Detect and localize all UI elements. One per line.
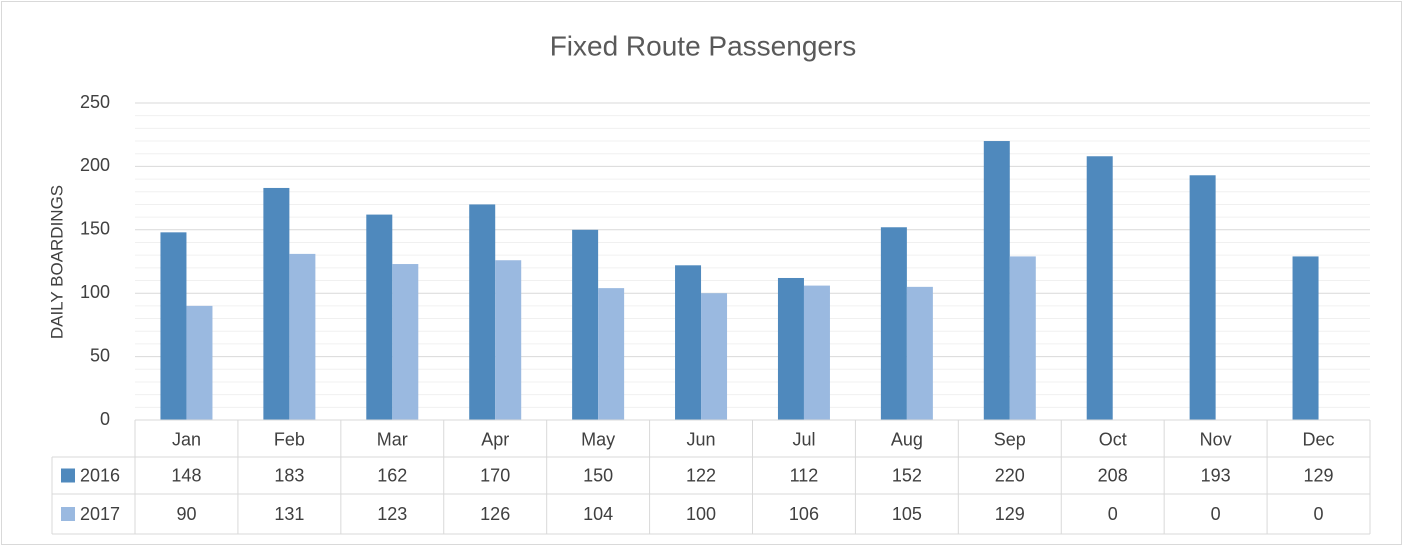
table-value: 112	[790, 465, 819, 485]
bar	[160, 232, 187, 420]
bar	[495, 260, 522, 420]
y-tick-label: 200	[80, 155, 110, 175]
bar	[263, 187, 290, 420]
bar	[598, 288, 625, 420]
x-tick-label: Nov	[1200, 429, 1232, 449]
table-value: 0	[1211, 504, 1221, 524]
table-value: 100	[686, 504, 716, 524]
table-value: 152	[892, 465, 922, 485]
table-value: 162	[377, 465, 407, 485]
table-value: 106	[789, 504, 819, 524]
bar	[777, 277, 804, 420]
x-tick-label: Apr	[481, 429, 509, 449]
legend-label: 2017	[80, 504, 120, 524]
bar	[1086, 156, 1113, 421]
bar	[1009, 256, 1036, 420]
bar	[675, 265, 702, 420]
bar	[289, 253, 316, 420]
bar	[572, 229, 599, 420]
x-tick-label: Mar	[377, 429, 408, 449]
y-tick-label: 0	[100, 409, 110, 429]
chart-title: Fixed Route Passengers	[550, 30, 857, 61]
legend-label: 2016	[80, 465, 120, 485]
y-tick-label: 150	[80, 219, 110, 239]
bar	[803, 285, 830, 420]
bar	[1292, 256, 1319, 420]
table-value: 150	[583, 465, 613, 485]
table-value: 105	[892, 504, 922, 524]
table-value: 131	[274, 504, 304, 524]
table-value: 0	[1108, 504, 1118, 524]
table-value: 220	[995, 465, 1025, 485]
bar	[392, 264, 419, 420]
bar	[366, 214, 393, 420]
table-value: 90	[176, 504, 196, 524]
y-tick-label: 50	[90, 345, 110, 365]
x-tick-label: Feb	[274, 429, 305, 449]
legend-key	[61, 507, 75, 521]
table-value: 129	[1304, 465, 1334, 485]
x-tick-label: Jul	[792, 429, 815, 449]
legend-key	[61, 468, 75, 483]
table-value: 126	[480, 504, 510, 524]
bar	[701, 293, 728, 420]
x-tick-label: Jan	[172, 429, 201, 449]
table-value: 0	[1314, 504, 1324, 524]
table-value: 129	[995, 504, 1025, 524]
y-axis-label: DAILY BOARDINGS	[47, 185, 66, 339]
x-tick-label: Oct	[1099, 429, 1127, 449]
bar	[1189, 175, 1216, 420]
bar	[469, 204, 496, 420]
table-value: 183	[274, 465, 304, 485]
bar	[880, 227, 907, 420]
table-value: 170	[480, 465, 510, 485]
table-value: 208	[1098, 465, 1128, 485]
table-value: 104	[583, 504, 613, 524]
bar	[983, 141, 1010, 421]
x-tick-label: Jun	[687, 429, 716, 449]
x-tick-label: Sep	[994, 429, 1026, 449]
y-tick-label: 100	[80, 282, 110, 302]
x-tick-label: Aug	[891, 429, 923, 449]
bar	[906, 286, 933, 420]
table-value: 148	[171, 465, 201, 485]
bar	[186, 305, 213, 420]
x-tick-label: May	[581, 429, 615, 449]
table-value: 193	[1201, 465, 1231, 485]
y-tick-label: 250	[80, 92, 110, 112]
x-tick-label: Dec	[1303, 429, 1335, 449]
table-value: 122	[686, 465, 716, 485]
table-value: 123	[377, 504, 407, 524]
